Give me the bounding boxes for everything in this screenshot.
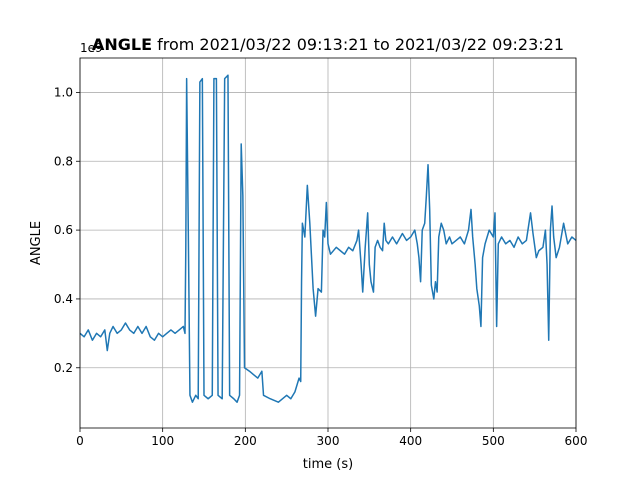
title-range: from 2021/03/22 09:13:21 to 2021/03/22 0… [157,35,564,54]
x-tick-label: 0 [76,434,84,448]
x-tick-label: 500 [482,434,505,448]
y-offset-label: 1e9 [80,41,103,55]
y-tick-label: 0.4 [54,292,73,306]
data-line [79,74,577,403]
y-tick-label: 1.0 [54,85,73,99]
x-tick-label: 600 [565,434,588,448]
y-tick-label: 0.8 [54,154,73,168]
title-variable: ANGLE [92,35,152,54]
x-tick-label: 100 [151,434,174,448]
y-tick-label: 0.2 [54,361,73,375]
chart-title: ANGLE from 2021/03/22 09:13:21 to 2021/0… [92,35,564,54]
x-axis-label: time (s) [303,457,353,472]
y-axis-label: ANGLE [29,221,44,265]
plot-frame [79,57,577,429]
x-tick-label: 400 [399,434,422,448]
x-tick-label: 200 [234,434,257,448]
x-tick-label: 300 [317,434,340,448]
y-tick-label: 0.6 [54,223,73,237]
